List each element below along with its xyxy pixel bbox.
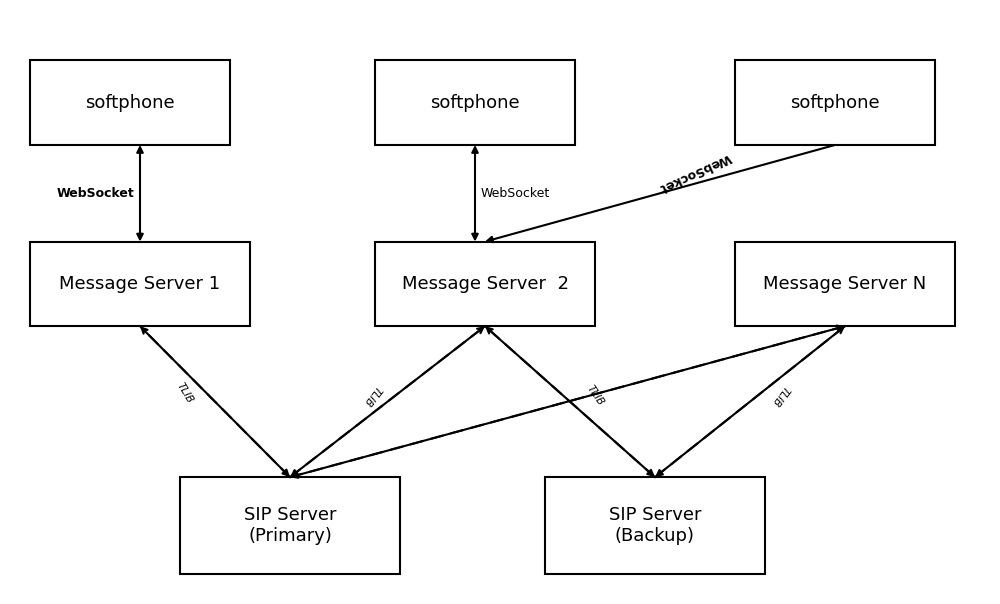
FancyArrowPatch shape: [142, 328, 290, 477]
Text: SIP Server
(Primary): SIP Server (Primary): [244, 506, 336, 545]
Text: softphone: softphone: [790, 94, 880, 112]
FancyArrowPatch shape: [292, 326, 845, 478]
FancyArrowPatch shape: [137, 147, 143, 239]
FancyBboxPatch shape: [735, 60, 935, 145]
Text: WebSocket: WebSocket: [56, 187, 134, 200]
Text: WebSocket: WebSocket: [480, 187, 550, 200]
FancyBboxPatch shape: [30, 60, 230, 145]
Text: TLIB: TLIB: [585, 384, 605, 408]
Text: Message Server  2: Message Server 2: [402, 275, 568, 293]
FancyBboxPatch shape: [735, 242, 955, 326]
Text: TLIB: TLIB: [175, 381, 195, 405]
FancyArrowPatch shape: [657, 326, 845, 476]
Text: WebSocket: WebSocket: [657, 150, 733, 194]
FancyBboxPatch shape: [375, 60, 575, 145]
FancyBboxPatch shape: [375, 242, 595, 326]
FancyArrowPatch shape: [290, 326, 843, 477]
Text: TLIB: TLIB: [769, 384, 791, 408]
FancyArrowPatch shape: [655, 327, 843, 477]
Text: Message Server 1: Message Server 1: [59, 275, 221, 293]
Text: Message Server N: Message Server N: [763, 275, 927, 293]
Text: SIP Server
(Backup): SIP Server (Backup): [609, 506, 701, 545]
Text: softphone: softphone: [430, 94, 520, 112]
Text: softphone: softphone: [85, 94, 175, 112]
FancyArrowPatch shape: [487, 145, 835, 242]
FancyArrowPatch shape: [290, 327, 483, 477]
FancyArrowPatch shape: [487, 328, 655, 477]
FancyArrowPatch shape: [485, 326, 653, 475]
FancyBboxPatch shape: [545, 477, 765, 574]
Text: TLIB: TLIB: [362, 384, 383, 408]
FancyArrowPatch shape: [472, 147, 478, 239]
FancyBboxPatch shape: [180, 477, 400, 574]
FancyBboxPatch shape: [30, 242, 250, 326]
FancyArrowPatch shape: [292, 326, 485, 476]
FancyArrowPatch shape: [140, 326, 288, 475]
